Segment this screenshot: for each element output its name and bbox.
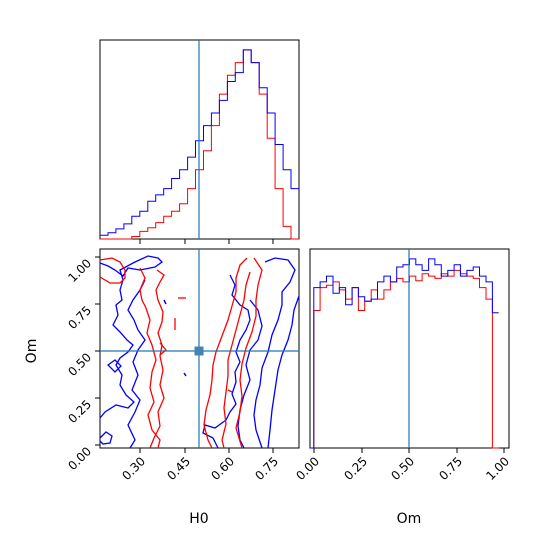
contour-blue-right-detail [237, 299, 263, 449]
contour-xlabel: H0 [189, 511, 208, 527]
hist-om-xtick-label: 0.00 [293, 454, 322, 483]
contour-xtick-label: 0.30 [119, 454, 148, 483]
contour-red-right-outer [235, 257, 263, 449]
contour-red-small-left [159, 342, 167, 356]
contour-red-dot [227, 389, 233, 393]
contour-ytick-label: 0.25 [65, 397, 94, 426]
contour-red-left-main [139, 267, 161, 449]
hist-om-xtick-label: 1.00 [483, 454, 512, 483]
contour-blue-outer-right [253, 257, 296, 449]
contour-truth-marker [194, 346, 204, 356]
contour-ytick-label: 0.75 [65, 303, 94, 332]
contour-blue-outer-left [99, 255, 164, 419]
hist-om-xlabel: Om [397, 511, 422, 527]
contour-red-right-inner [221, 271, 251, 449]
contour-xtick-label: 0.75 [252, 454, 281, 483]
contour-ytick-label: 1.00 [65, 256, 94, 285]
hist-om-xtick-label: 0.25 [341, 454, 370, 483]
contour-ylabel: Om [24, 339, 40, 364]
hist-om-panel: 0.00 0.25 0.50 0.75 1.00 Om [293, 249, 512, 527]
contour-blue-dot2 [183, 372, 187, 377]
contour-blue-inner-left [127, 279, 146, 449]
hist-om-red-series [310, 269, 499, 449]
hist-om-blue-series [310, 258, 499, 449]
contour-blue-dot [163, 299, 167, 305]
hist-om-xtick-label: 0.75 [436, 454, 465, 483]
contour-ytick-label: 0.00 [65, 444, 94, 473]
hist-om-xtick-label: 0.50 [388, 454, 417, 483]
contour-blue-left-lower [99, 431, 113, 445]
contour-red-left-outer [99, 257, 126, 284]
contour-panel: 0.30 0.45 0.60 0.75 0.00 0.25 0.50 0.75 … [24, 249, 300, 527]
contour-red-left-branch [149, 269, 165, 449]
hist-h0-panel [100, 40, 299, 244]
contour-blue-small-loop [106, 359, 122, 373]
contour-ytick-label: 0.50 [65, 350, 94, 379]
contour-red-right-main [203, 257, 248, 449]
contour-blue-far-right [267, 295, 300, 449]
contour-xtick-label: 0.45 [164, 454, 193, 483]
contour-xtick-label: 0.60 [208, 454, 237, 483]
